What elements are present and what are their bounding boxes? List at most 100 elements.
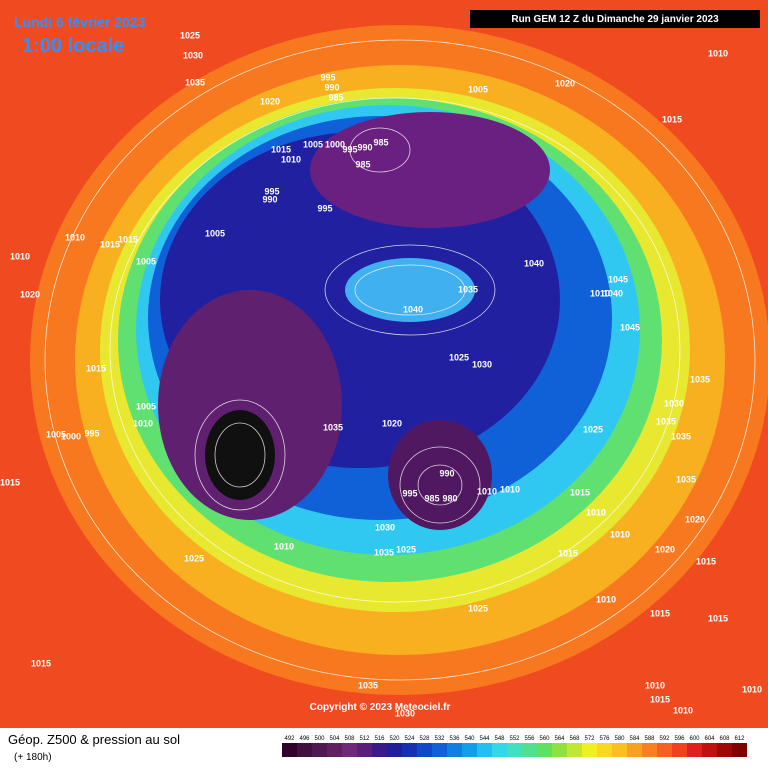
isobar-label: 995: [317, 203, 332, 213]
colorbar-cell: [342, 743, 357, 757]
colorbar-label: 552: [509, 736, 520, 742]
colorbar-label: 604: [704, 736, 715, 742]
isobar-label: 1010: [281, 154, 301, 164]
colorbar-cell: [492, 743, 507, 757]
isobar-label: 1015: [570, 487, 590, 497]
isobar-label: 1025: [583, 424, 603, 434]
colorbar-cell: [687, 743, 702, 757]
isobar-label: 1025: [449, 352, 469, 362]
isobar-label: 1035: [374, 547, 394, 557]
colorbar-label: 532: [434, 736, 445, 742]
colorbar-cell: [387, 743, 402, 757]
isobar-label: 1010: [596, 594, 616, 604]
colorbar-cell: [522, 743, 537, 757]
isobar-label: 1030: [395, 708, 415, 718]
isobar-label: 1025: [184, 553, 204, 563]
colorbar-label: 544: [479, 736, 490, 742]
isobar-label: 1035: [656, 416, 676, 426]
colorbar-label: 524: [404, 736, 415, 742]
isobar-label: 1030: [472, 359, 492, 369]
colorbar-label: 508: [344, 736, 355, 742]
colorbar-cell: [327, 743, 342, 757]
isobar-label: 1005: [136, 401, 156, 411]
isobar-label: 980: [442, 493, 457, 503]
isobar-label: 1015: [708, 613, 728, 623]
colorbar-cell: [612, 743, 627, 757]
colorbar-cell: [402, 743, 417, 757]
isobar-label: 1045: [608, 274, 628, 284]
colorbar-cell: [567, 743, 582, 757]
colorbar-label: 596: [674, 736, 685, 742]
isobar-label: 1015: [650, 694, 670, 704]
colorbar-label: 536: [449, 736, 460, 742]
isobar-label: 1010: [133, 418, 153, 428]
isobar-label: 1015: [558, 548, 578, 558]
colorbar-cell: [507, 743, 522, 757]
isobar-label: 1010: [645, 680, 665, 690]
isobar-label: 1015: [696, 556, 716, 566]
isobar-label: 995: [342, 144, 357, 154]
isobar-label: 1000: [61, 431, 81, 441]
isobar-label: 1020: [685, 514, 705, 524]
colorbar-label: 612: [734, 736, 745, 742]
isobar-label: 1000: [325, 139, 345, 149]
colorbar-label: 564: [554, 736, 565, 742]
isobar-label: 1035: [676, 474, 696, 484]
isobar-label: 1025: [468, 603, 488, 613]
isobar-label: 1015: [118, 234, 138, 244]
colorbar-label: 540: [464, 736, 475, 742]
run-box: [470, 10, 760, 28]
colorbar-cell: [447, 743, 462, 757]
isobar-label: 1015: [271, 144, 291, 154]
isobar-label: 995: [320, 72, 335, 82]
colorbar-label: 492: [284, 736, 295, 742]
isobar-label: 1010: [500, 484, 520, 494]
isobar-label: 1010: [610, 529, 630, 539]
isobar-label: 1010: [477, 486, 497, 496]
isobar-label: 1030: [183, 50, 203, 60]
colorbar-cell: [672, 743, 687, 757]
colorbar-label: 572: [584, 736, 595, 742]
colorbar-cell: [297, 743, 312, 757]
isobar-label: 1010: [673, 705, 693, 715]
isobar-label: 995: [264, 186, 279, 196]
isobar-label: 1020: [20, 289, 40, 299]
isobar-label: 990: [439, 468, 454, 478]
colorbar-cell: [597, 743, 612, 757]
colorbar-label: 548: [494, 736, 505, 742]
colorbar-label: 556: [524, 736, 535, 742]
isobar-label: 1005: [46, 429, 66, 439]
forecast-time: 1:00 locale: [22, 35, 124, 57]
colorbar-cell: [357, 743, 372, 757]
isobar-label: 1020: [655, 544, 675, 554]
isobar-label: 1025: [396, 544, 416, 554]
colorbar-cell: [552, 743, 567, 757]
isobar-label: 1040: [603, 288, 623, 298]
footer-subtitle: (+ 180h): [14, 752, 52, 763]
isobar-label: 1005: [205, 228, 225, 238]
colorbar-label: 516: [374, 736, 385, 742]
isobar-label: 1015: [662, 114, 682, 124]
isobar-label: 1040: [403, 304, 423, 314]
isobar-label: 985: [355, 159, 370, 169]
field-background: [0, 0, 768, 728]
colorbar-cell: [582, 743, 597, 757]
isobar-label: 1005: [468, 84, 488, 94]
isobar-label: 995: [402, 488, 417, 498]
colorbar-label: 520: [389, 736, 400, 742]
forecast-date: Lundi 6 février 2023: [14, 14, 146, 30]
isobar-label: 1005: [303, 139, 323, 149]
isobar-label: 1035: [458, 284, 478, 294]
colorbar-label: 608: [719, 736, 730, 742]
colorbar-label: 588: [644, 736, 655, 742]
colorbar-cell: [432, 743, 447, 757]
isobar-label: 1015: [100, 239, 120, 249]
footer-title: Géop. Z500 & pression au sol: [8, 732, 180, 747]
colorbar-cell: [372, 743, 387, 757]
colorbar-label: 580: [614, 736, 625, 742]
isobar-label: 1035: [358, 680, 378, 690]
isobar-label: 1045: [620, 322, 640, 332]
colorbar-cell: [417, 743, 432, 757]
isobar-label: 1010: [708, 48, 728, 58]
